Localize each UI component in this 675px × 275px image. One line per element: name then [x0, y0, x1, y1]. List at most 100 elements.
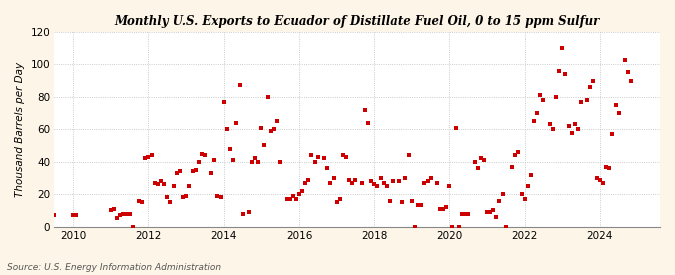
Point: [610, 103, 621, 107]
Point: [190, 168, 201, 172]
Point: [344, 177, 354, 182]
Point: [296, 189, 307, 193]
Point: [209, 158, 220, 162]
Point: [128, 224, 138, 229]
Point: [413, 203, 424, 208]
Point: [143, 155, 154, 159]
Point: [300, 181, 310, 185]
Point: [519, 197, 530, 201]
Point: [162, 195, 173, 200]
Point: [497, 192, 508, 196]
Point: [212, 194, 223, 198]
Point: [269, 127, 279, 131]
Point: [372, 184, 383, 188]
Point: [71, 213, 82, 218]
Point: [328, 176, 339, 180]
Point: [454, 224, 464, 229]
Point: [485, 210, 495, 214]
Point: [218, 100, 229, 104]
Point: [350, 177, 360, 182]
Point: [168, 184, 179, 188]
Point: [193, 160, 204, 164]
Point: [309, 160, 320, 164]
Point: [362, 120, 373, 125]
Point: [591, 176, 602, 180]
Point: [513, 150, 524, 154]
Point: [620, 57, 630, 62]
Point: [554, 69, 564, 73]
Point: [431, 181, 442, 185]
Point: [250, 156, 261, 161]
Point: [604, 166, 615, 170]
Point: [479, 158, 489, 162]
Point: [507, 164, 518, 169]
Point: [225, 147, 236, 151]
Point: [244, 210, 254, 214]
Point: [272, 119, 283, 123]
Point: [112, 216, 123, 221]
Point: [187, 169, 198, 174]
Point: [227, 158, 238, 162]
Point: [444, 184, 455, 188]
Point: [137, 200, 148, 204]
Point: [595, 177, 605, 182]
Point: [237, 211, 248, 216]
Point: [481, 210, 492, 214]
Point: [500, 224, 511, 229]
Point: [281, 197, 292, 201]
Point: [234, 83, 245, 88]
Point: [221, 127, 232, 131]
Point: [366, 179, 377, 183]
Point: [526, 172, 537, 177]
Point: [422, 179, 433, 183]
Point: [516, 192, 527, 196]
Point: [441, 205, 452, 209]
Point: [560, 72, 570, 76]
Point: [338, 153, 348, 157]
Point: [347, 181, 358, 185]
Point: [437, 207, 448, 211]
Point: [378, 181, 389, 185]
Point: [319, 156, 329, 161]
Point: [404, 153, 414, 157]
Point: [450, 125, 461, 130]
Point: [566, 130, 577, 135]
Point: [275, 160, 286, 164]
Point: [109, 207, 119, 211]
Point: [196, 152, 207, 156]
Point: [626, 78, 637, 83]
Point: [557, 46, 568, 50]
Point: [545, 122, 556, 127]
Point: [491, 215, 502, 219]
Point: [122, 211, 132, 216]
Point: [40, 213, 51, 218]
Point: [215, 195, 226, 200]
Point: [569, 122, 580, 127]
Point: [576, 100, 587, 104]
Point: [140, 156, 151, 161]
Point: [178, 195, 188, 200]
Point: [613, 111, 624, 115]
Point: [588, 78, 599, 83]
Point: [585, 85, 596, 89]
Point: [294, 192, 304, 196]
Point: [263, 95, 273, 99]
Point: [325, 181, 335, 185]
Point: [134, 199, 144, 203]
Point: [456, 211, 467, 216]
Point: [394, 179, 405, 183]
Point: [290, 197, 301, 201]
Point: [155, 179, 166, 183]
Point: [572, 127, 583, 131]
Point: [369, 182, 379, 187]
Point: [287, 194, 298, 198]
Point: [607, 132, 618, 136]
Point: [313, 155, 323, 159]
Point: [397, 200, 408, 204]
Point: [535, 93, 546, 97]
Point: [146, 153, 157, 157]
Point: [49, 213, 60, 218]
Point: [582, 98, 593, 102]
Point: [469, 160, 480, 164]
Point: [510, 153, 520, 157]
